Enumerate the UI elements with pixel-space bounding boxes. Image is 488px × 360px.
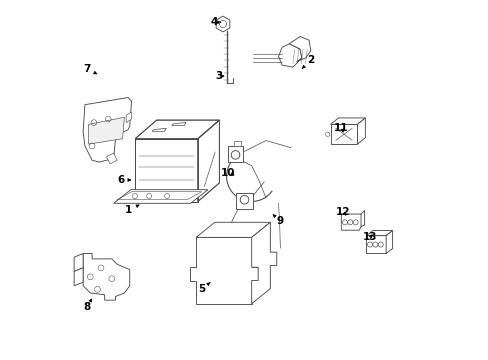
Polygon shape (106, 153, 117, 164)
Polygon shape (386, 230, 392, 253)
Polygon shape (74, 253, 83, 271)
Polygon shape (366, 230, 392, 235)
Polygon shape (341, 214, 360, 230)
Polygon shape (289, 37, 310, 62)
Polygon shape (189, 237, 258, 304)
Text: 9: 9 (272, 215, 284, 226)
Polygon shape (152, 128, 166, 131)
Text: 2: 2 (302, 55, 314, 68)
Polygon shape (135, 139, 198, 202)
Text: 10: 10 (221, 168, 235, 178)
Polygon shape (126, 112, 131, 123)
Polygon shape (233, 140, 241, 146)
Polygon shape (357, 118, 365, 144)
Polygon shape (198, 120, 219, 202)
Polygon shape (330, 125, 357, 144)
Polygon shape (366, 235, 387, 253)
Polygon shape (196, 222, 270, 237)
Polygon shape (83, 98, 131, 162)
Polygon shape (228, 146, 242, 162)
Polygon shape (330, 118, 365, 125)
Polygon shape (251, 222, 276, 304)
Polygon shape (235, 193, 253, 209)
Text: 12: 12 (335, 207, 349, 217)
Text: 13: 13 (362, 232, 377, 242)
Text: 1: 1 (124, 205, 139, 216)
Polygon shape (216, 16, 229, 32)
Polygon shape (83, 253, 129, 300)
Polygon shape (113, 190, 207, 203)
Polygon shape (171, 122, 185, 125)
Polygon shape (278, 44, 301, 67)
Text: 8: 8 (83, 299, 91, 312)
Text: 4: 4 (210, 17, 220, 27)
Text: 11: 11 (333, 123, 348, 133)
Text: 6: 6 (117, 175, 130, 185)
Polygon shape (74, 268, 83, 286)
Text: 3: 3 (215, 71, 224, 81)
Polygon shape (88, 117, 124, 144)
Text: 5: 5 (198, 283, 210, 294)
Polygon shape (135, 120, 219, 139)
Text: 7: 7 (83, 64, 97, 74)
